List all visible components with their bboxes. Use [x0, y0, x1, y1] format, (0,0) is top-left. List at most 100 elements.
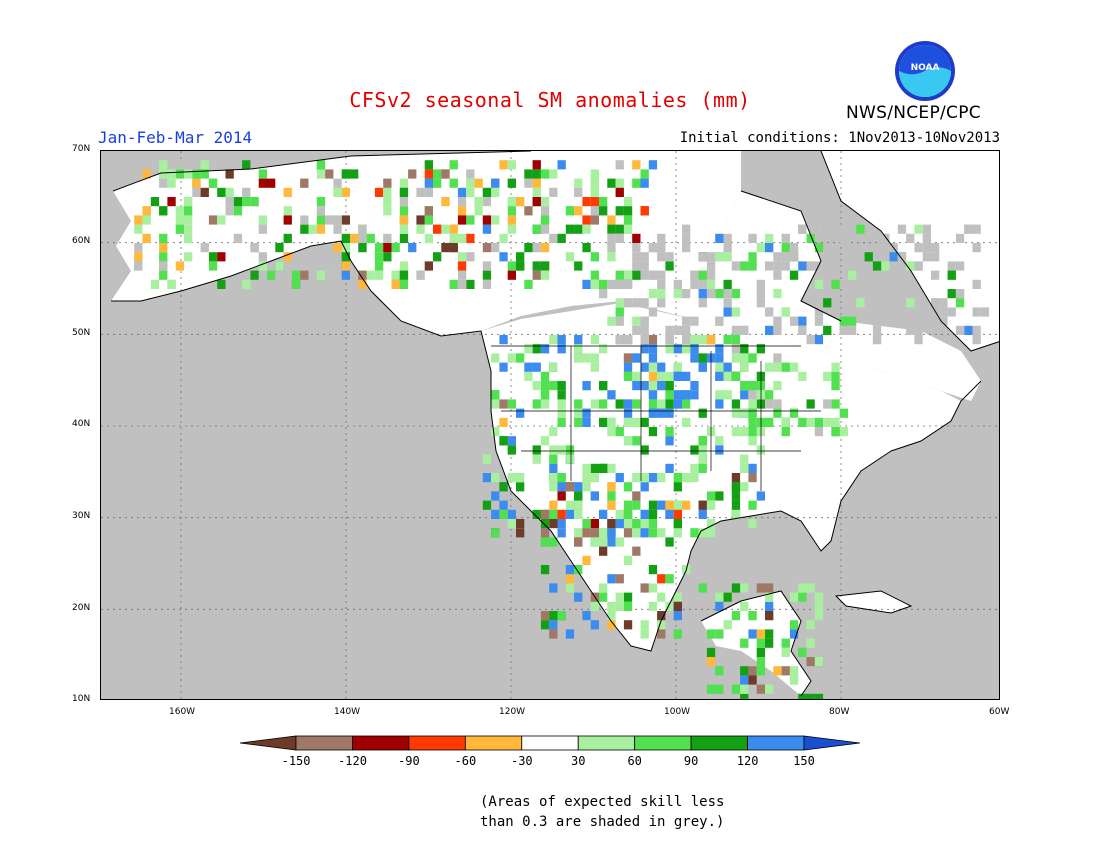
anomaly-cell — [623, 371, 633, 381]
anomaly-cell — [740, 693, 749, 699]
color-swatch — [634, 735, 692, 751]
anomaly-cell — [540, 243, 550, 253]
anomaly-cell — [723, 243, 732, 253]
anomaly-cell — [607, 601, 616, 611]
anomaly-cell — [789, 620, 799, 630]
anomaly-cell — [590, 197, 599, 207]
anomaly-cell — [540, 270, 550, 280]
anomaly-cell — [167, 178, 176, 188]
anomaly-cell — [574, 482, 583, 492]
anomaly-cell — [341, 261, 350, 271]
anomaly-cell — [325, 270, 334, 280]
anomaly-cell — [482, 224, 492, 234]
anomaly-cell — [906, 261, 915, 271]
anomaly-cell — [582, 463, 591, 473]
anomaly-cell — [540, 611, 550, 621]
anomaly-cell — [374, 270, 384, 280]
anomaly-cell — [283, 233, 292, 243]
anomaly-cell — [623, 417, 633, 427]
anomaly-cell — [582, 353, 591, 363]
anomaly-cell — [640, 519, 649, 529]
anomaly-cell — [765, 583, 774, 593]
anomaly-cell — [516, 528, 525, 538]
anomaly-cell — [823, 325, 832, 335]
anomaly-cell — [424, 206, 433, 216]
anomaly-cell — [773, 270, 782, 280]
anomaly-cell — [756, 657, 765, 667]
anomaly-cell — [632, 160, 641, 170]
anomaly-cell — [806, 620, 815, 630]
anomaly-cell — [590, 399, 599, 409]
anomaly-cell — [175, 160, 184, 170]
anomaly-cell — [599, 537, 608, 547]
anomaly-cell — [408, 243, 417, 253]
anomaly-cell — [242, 197, 251, 207]
anomaly-cell — [798, 647, 807, 657]
anomaly-cell — [632, 353, 641, 363]
anomaly-cell — [565, 445, 575, 455]
anomaly-cell — [565, 565, 575, 575]
anomaly-cell — [607, 224, 616, 234]
land-eastern-canada — [621, 191, 981, 401]
anomaly-cell — [640, 335, 649, 345]
anomaly-cell — [333, 224, 342, 234]
anomaly-cell — [549, 233, 558, 243]
anomaly-cell — [715, 436, 724, 446]
anomaly-cell — [582, 381, 591, 391]
anomaly-cell — [491, 390, 500, 400]
anomaly-cell — [532, 187, 541, 197]
anomaly-cell — [557, 390, 566, 400]
anomaly-cell — [507, 353, 516, 363]
anomaly-cell — [590, 362, 599, 372]
anomaly-cell — [491, 491, 500, 501]
anomaly-cell — [698, 362, 707, 372]
anomaly-cell — [424, 178, 433, 188]
color-swatch — [747, 735, 805, 751]
scale-tick-label: 30 — [571, 754, 586, 768]
anomaly-cell — [781, 233, 790, 243]
anomaly-cell — [798, 261, 807, 271]
anomaly-cell — [765, 684, 774, 694]
anomaly-cell — [574, 353, 583, 363]
anomaly-cell — [399, 261, 409, 271]
anomaly-cell — [682, 289, 691, 299]
anomaly-cell — [433, 224, 442, 234]
anomaly-cell — [258, 224, 267, 234]
anomaly-cell — [922, 233, 931, 243]
agency-label: NWS/NCEP/CPC — [846, 103, 981, 123]
scale-tick-label: -30 — [510, 754, 533, 768]
anomaly-cell — [250, 279, 259, 289]
anomaly-cell — [217, 252, 226, 262]
anomaly-cell — [225, 197, 234, 207]
anomaly-cell — [623, 482, 633, 492]
anomaly-cell — [648, 335, 658, 345]
anomaly-cell — [665, 509, 674, 519]
anomaly-cell — [690, 279, 699, 289]
anomaly-cell — [574, 417, 583, 427]
anomaly-cell — [491, 427, 500, 437]
anomaly-cell — [731, 408, 741, 418]
anomaly-cell — [474, 206, 483, 216]
anomaly-cell — [682, 473, 691, 483]
anomaly-cell — [557, 509, 566, 519]
anomaly-cell — [623, 197, 633, 207]
anomaly-cell — [748, 519, 757, 529]
anomaly-cell — [922, 307, 931, 317]
anomaly-cell — [590, 206, 599, 216]
anomaly-cell — [682, 371, 691, 381]
anomaly-cell — [615, 399, 624, 409]
anomaly-cells — [134, 160, 990, 699]
anomaly-cell — [615, 316, 624, 326]
anomaly-cell — [682, 500, 691, 510]
anomaly-cell — [540, 528, 550, 538]
land-greenland — [821, 151, 999, 351]
anomaly-cell — [897, 224, 907, 234]
anomaly-cell — [698, 270, 707, 280]
anomaly-cell — [582, 215, 591, 225]
anomaly-cell — [765, 629, 774, 639]
anomaly-cell — [200, 160, 209, 170]
anomaly-cell — [159, 178, 168, 188]
anomaly-cell — [931, 243, 940, 253]
anomaly-cell — [208, 215, 218, 225]
anomaly-cell — [765, 362, 774, 372]
